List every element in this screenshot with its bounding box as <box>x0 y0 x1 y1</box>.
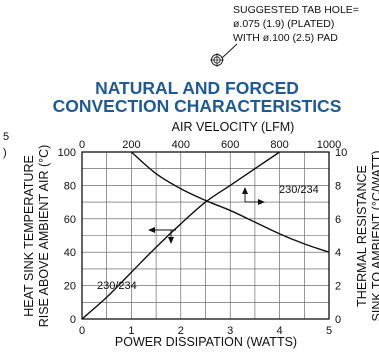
y-tick-label: 80 <box>64 180 76 192</box>
grid-lines <box>82 152 329 319</box>
x-tick-label: 5 <box>326 325 332 337</box>
x2-tick-label: 400 <box>172 139 190 151</box>
left-axis-title-line-2: RISE ABOVE AMBIENT AIR (°C) <box>37 145 51 328</box>
tab-note-line-3: WITH ø.100 (2.5) PAD <box>233 32 338 44</box>
bottom-axis-title: POWER DISSIPATION (WATTS) <box>115 335 297 349</box>
tab-hole-symbol-icon <box>210 53 224 67</box>
series-layer <box>81 151 330 320</box>
x2-tick-label: 0 <box>79 139 85 151</box>
right-axis-title-line-1: THERMAL RESISTANCE <box>355 165 369 307</box>
right-axis-indicator-arrow-icon <box>242 187 265 205</box>
y2-tick-label: 0 <box>335 314 341 326</box>
series-line-thermal-resistance <box>130 151 330 253</box>
y-tick-label: 100 <box>58 147 76 159</box>
chart-subtitle: CONVECTION CHARACTERISTICS <box>53 96 342 116</box>
x-tick-label: 4 <box>277 325 283 337</box>
x-tick-label: 3 <box>227 325 233 337</box>
plot-frame <box>81 151 330 320</box>
series-label-temperature-rise: 230/234 <box>97 280 137 292</box>
left-axis-title-line-1: HEAT SINK TEMPERATURE <box>22 155 36 317</box>
left-axis-indicator-arrow-icon <box>148 227 176 244</box>
y2-tick-label: 8 <box>335 180 341 192</box>
y-tick-label: 60 <box>64 214 76 226</box>
series-line-temperature-rise <box>81 151 280 320</box>
y2-tick-label: 10 <box>335 147 347 159</box>
tick-labels: 0 1 2 3 4 50 200 400 600 800 100002040608010002468… <box>58 139 348 337</box>
x2-tick-label: 200 <box>122 139 140 151</box>
x-tick-label: 2 <box>178 325 184 337</box>
y2-tick-label: 6 <box>335 214 341 226</box>
x-tick-label: 1 <box>128 325 134 337</box>
y-tick-label: 20 <box>64 281 76 293</box>
left-edge-paren: ) <box>3 147 7 159</box>
y-tick-label: 40 <box>64 247 76 259</box>
tab-note-leader <box>221 43 238 59</box>
left-edge-fragment: 5 <box>3 131 9 143</box>
tab-note-line-1: SUGGESTED TAB HOLE= <box>233 4 359 16</box>
chart-title: NATURAL AND FORCED <box>95 78 299 98</box>
x2-tick-label: 800 <box>270 139 288 151</box>
x-tick-label: 0 <box>79 325 85 337</box>
series-label-thermal-resistance: 230/234 <box>279 184 319 196</box>
tab-note-line-2: ø.075 (1.9) (PLATED) <box>233 18 334 30</box>
x2-tick-label: 600 <box>221 139 239 151</box>
y2-tick-label: 2 <box>335 281 341 293</box>
x2-tick-label: 1000 <box>317 139 341 151</box>
y2-tick-label: 4 <box>335 247 341 259</box>
y-tick-label: 0 <box>70 314 76 326</box>
top-axis-title: AIR VELOCITY (LFM) <box>172 120 295 134</box>
right-axis-title-line-2: SINK TO AMBIENT (°C/WATT) <box>370 151 379 322</box>
